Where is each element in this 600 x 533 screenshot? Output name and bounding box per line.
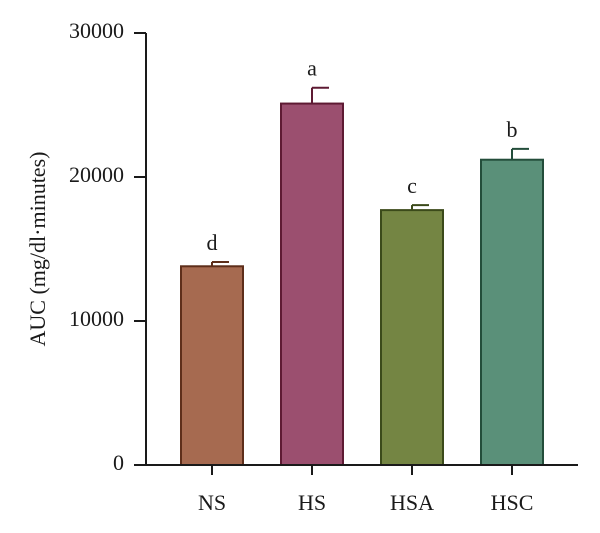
x-axis-labels: NS HS HSA HSC (198, 465, 533, 515)
y-tick-label: 30000 (69, 18, 124, 43)
significance-letter: d (207, 230, 218, 255)
x-tick-label: HSC (491, 490, 534, 515)
bar-hs (280, 102, 344, 466)
y-tick-label: 10000 (69, 306, 124, 331)
significance-letter: b (507, 117, 518, 142)
bar-hsa (380, 209, 444, 466)
y-axis-title: AUC (mg/dl·minutes) (25, 152, 50, 347)
y-axis-ticks: 0 10000 20000 30000 (69, 18, 146, 475)
bar-ns (180, 265, 244, 466)
x-tick-label: NS (198, 490, 226, 515)
x-tick-label: HS (298, 490, 326, 515)
x-tick-label: HSA (390, 490, 434, 515)
bars: d a c b (180, 56, 544, 466)
significance-letter: c (407, 173, 417, 198)
y-tick-label: 20000 (69, 162, 124, 187)
y-tick-label: 0 (113, 450, 124, 475)
significance-letter: a (307, 56, 317, 81)
bar-hsc (480, 158, 544, 466)
axes (145, 33, 578, 466)
